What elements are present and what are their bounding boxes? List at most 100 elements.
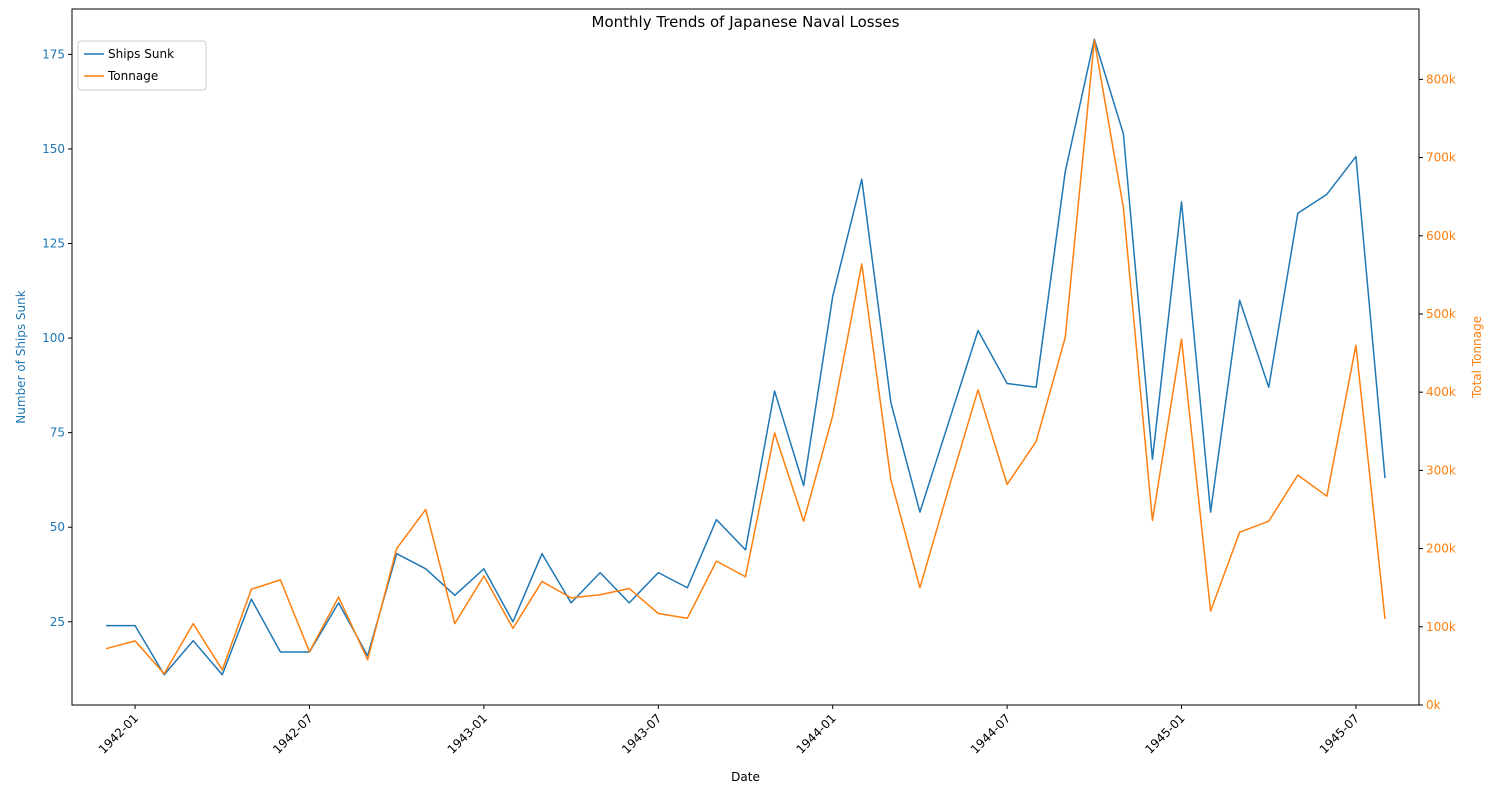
data-point-ships-sunk xyxy=(861,178,863,180)
data-point-ships-sunk xyxy=(1384,477,1386,479)
data-point-tonnage xyxy=(686,617,688,619)
data-point-ships-sunk xyxy=(1006,382,1008,384)
data-point-ships-sunk xyxy=(1209,511,1211,513)
data-point-tonnage xyxy=(832,414,834,416)
data-point-ships-sunk xyxy=(977,329,979,331)
data-point-tonnage xyxy=(1035,440,1037,442)
y-right-tick-label: 700k xyxy=(1426,151,1456,165)
data-point-tonnage xyxy=(657,612,659,614)
chart-title: Monthly Trends of Japanese Naval Losses xyxy=(592,13,900,31)
data-point-tonnage xyxy=(977,389,979,391)
x-tick-label: 1943-07 xyxy=(619,711,664,756)
data-point-tonnage xyxy=(366,658,368,660)
data-point-ships-sunk xyxy=(1064,170,1066,172)
data-point-tonnage xyxy=(105,647,107,649)
data-point-tonnage xyxy=(570,597,572,599)
data-point-ships-sunk xyxy=(279,651,281,653)
data-point-ships-sunk xyxy=(541,553,543,555)
series-line-tonnage xyxy=(105,39,1386,675)
y-axis-left-title: Number of Ships Sunk xyxy=(14,290,28,423)
x-tick-label: 1944-07 xyxy=(968,711,1013,756)
data-point-ships-sunk xyxy=(1151,458,1153,460)
data-point-tonnage xyxy=(425,508,427,510)
data-point-ships-sunk xyxy=(715,518,717,520)
x-tick-label: 1945-07 xyxy=(1317,711,1362,756)
y-right-tick-label: 200k xyxy=(1426,542,1456,556)
x-tick-label: 1944-01 xyxy=(793,711,838,756)
legend-box xyxy=(77,40,207,91)
data-point-tonnage xyxy=(221,669,223,671)
data-point-tonnage xyxy=(1355,344,1357,346)
x-axis-title: Date xyxy=(731,770,760,784)
x-axis-ticks: 1942-01 1942-07 1943-01 1943-07 1944-01 1944-… xyxy=(96,705,1362,757)
y-right-tick-label: 600k xyxy=(1426,229,1456,243)
data-point-ships-sunk xyxy=(425,568,427,570)
data-point-tonnage xyxy=(279,579,281,581)
y-right-tick-label: 0k xyxy=(1426,698,1441,712)
data-point-ships-sunk xyxy=(1355,155,1357,157)
data-point-ships-sunk xyxy=(1268,386,1270,388)
y-left-tick-label: 25 xyxy=(50,615,65,629)
data-point-tonnage xyxy=(802,520,804,522)
data-point-ships-sunk xyxy=(744,549,746,551)
data-point-ships-sunk xyxy=(570,602,572,604)
y-axis-right-title: Total Tonnage xyxy=(1470,316,1484,399)
data-point-ships-sunk xyxy=(657,571,659,573)
legend-label-ships-sunk: Ships Sunk xyxy=(108,47,174,61)
y-left-tick-label: 100 xyxy=(42,331,65,345)
data-point-tonnage xyxy=(744,576,746,578)
y-left-tick-label: 75 xyxy=(50,426,65,440)
y-axis-right-ticks: 0k 100k 200k 300k 400k 500k 600k 700k 800k xyxy=(1419,72,1456,712)
data-point-tonnage xyxy=(541,580,543,582)
data-point-tonnage xyxy=(628,587,630,589)
y-left-tick-label: 50 xyxy=(50,520,65,534)
data-point-ships-sunk xyxy=(628,602,630,604)
data-point-tonnage xyxy=(715,560,717,562)
data-point-ships-sunk xyxy=(512,621,514,623)
data-point-ships-sunk xyxy=(1035,386,1037,388)
data-point-tonnage xyxy=(599,594,601,596)
data-point-tonnage xyxy=(134,640,136,642)
data-point-ships-sunk xyxy=(192,640,194,642)
series-line-ships-sunk xyxy=(106,38,1386,676)
data-point-tonnage xyxy=(395,547,397,549)
y-right-tick-label: 500k xyxy=(1426,307,1456,321)
y-right-tick-label: 100k xyxy=(1426,620,1456,634)
y-right-tick-label: 300k xyxy=(1426,463,1456,477)
data-point-tonnage xyxy=(1093,39,1095,41)
data-point-ships-sunk xyxy=(1326,193,1328,195)
x-tick-label: 1943-01 xyxy=(445,711,490,756)
data-point-ships-sunk xyxy=(134,624,136,626)
data-point-tonnage xyxy=(1297,474,1299,476)
data-point-tonnage xyxy=(1122,206,1124,208)
data-point-tonnage xyxy=(250,588,252,590)
data-point-ships-sunk xyxy=(1297,212,1299,214)
data-point-tonnage xyxy=(1151,519,1153,521)
y-left-tick-label: 125 xyxy=(42,237,65,251)
y-left-tick-label: 150 xyxy=(42,142,65,156)
data-point-ships-sunk xyxy=(221,674,223,676)
data-point-tonnage xyxy=(861,263,863,265)
data-point-ships-sunk xyxy=(454,594,456,596)
legend-label-tonnage: Tonnage xyxy=(107,69,158,83)
data-point-tonnage xyxy=(1384,618,1386,620)
x-tick-label: 1945-01 xyxy=(1142,711,1187,756)
data-point-tonnage xyxy=(919,587,921,589)
data-point-tonnage xyxy=(163,673,165,675)
data-point-tonnage xyxy=(337,596,339,598)
data-point-ships-sunk xyxy=(599,571,601,573)
data-point-ships-sunk xyxy=(948,420,950,422)
data-point-ships-sunk xyxy=(890,401,892,403)
data-point-ships-sunk xyxy=(1180,201,1182,203)
x-tick-label: 1942-01 xyxy=(96,711,141,756)
data-point-ships-sunk xyxy=(773,390,775,392)
plot-area xyxy=(71,8,1420,706)
data-point-tonnage xyxy=(890,479,892,481)
data-point-tonnage xyxy=(1180,338,1182,340)
data-point-tonnage xyxy=(1006,483,1008,485)
data-point-tonnage xyxy=(1064,336,1066,338)
data-point-ships-sunk xyxy=(1238,299,1240,301)
data-point-ships-sunk xyxy=(919,511,921,513)
legend: Ships Sunk Tonnage xyxy=(77,40,207,91)
